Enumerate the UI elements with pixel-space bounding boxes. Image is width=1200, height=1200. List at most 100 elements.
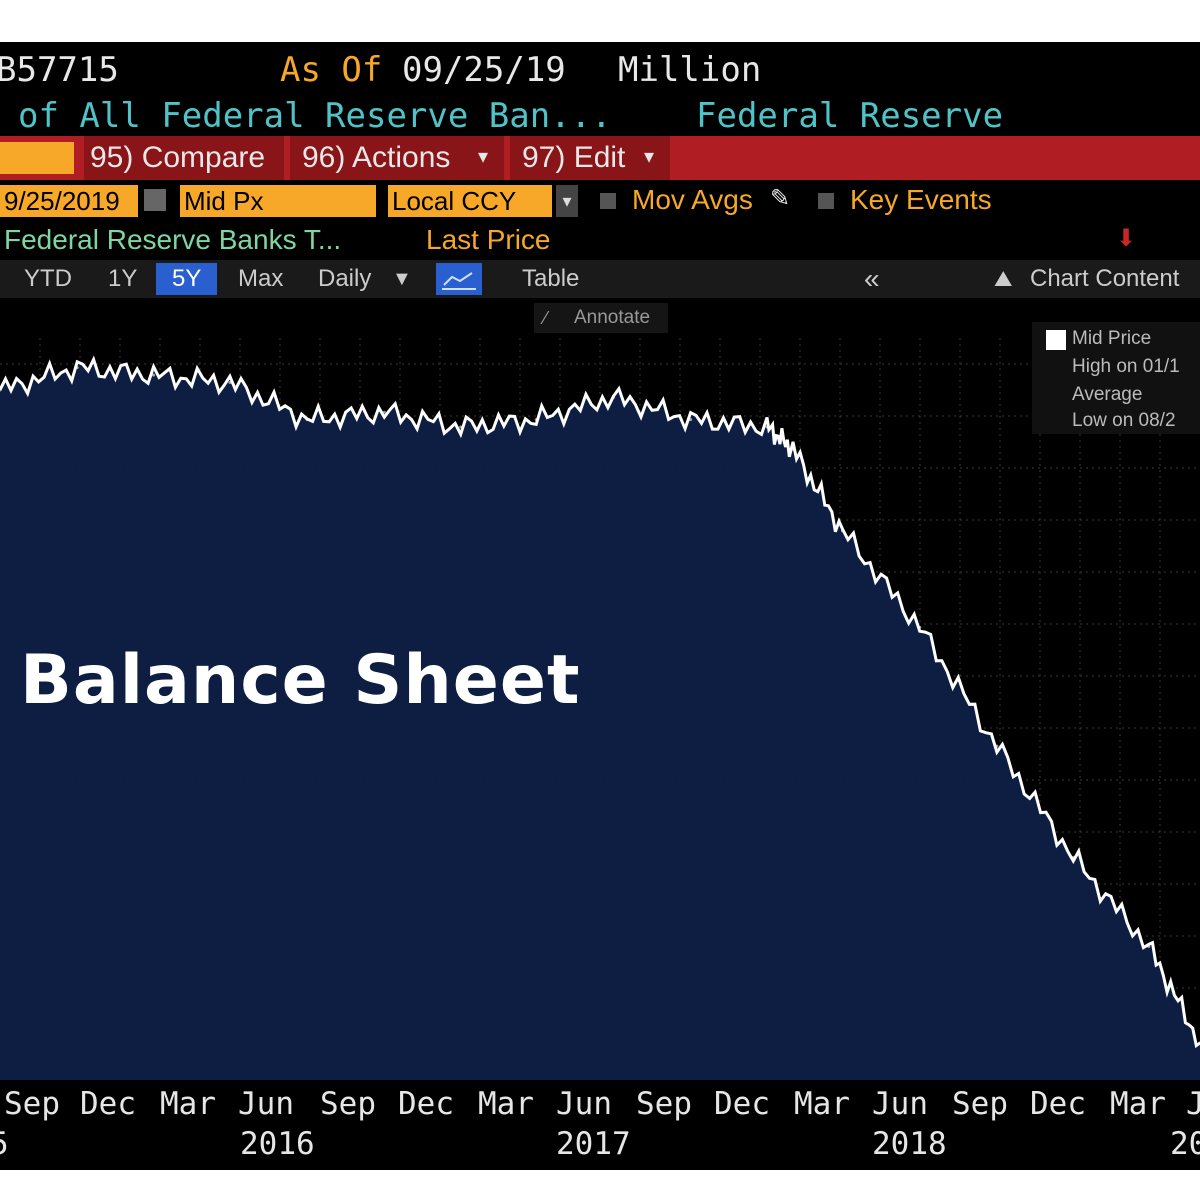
table-button[interactable]: Table <box>522 265 580 292</box>
legend-item: Average <box>1072 384 1143 405</box>
data-point <box>765 425 769 429</box>
data-point <box>1147 944 1151 948</box>
price-type-field[interactable]: Mid Px <box>180 185 376 217</box>
command-box[interactable] <box>0 142 74 174</box>
field-name[interactable]: Last Price <box>426 224 551 255</box>
x-tick-label: Sep <box>636 1086 692 1122</box>
x-tick-label: Jun <box>556 1086 612 1122</box>
mov-avgs-label: Mov Avgs <box>632 184 753 215</box>
chart-area: ⁄ Annotate Mid Price High on 01/1 Averag… <box>0 298 1200 1170</box>
compare-button[interactable]: 95) Compare <box>84 136 284 180</box>
chart-svg <box>0 338 1200 1170</box>
bloomberg-terminal: B57715 As Of 09/25/19 Million of All Fed… <box>0 42 1200 1170</box>
legend-swatch <box>1046 330 1066 350</box>
x-tick-label: Jun <box>238 1086 294 1122</box>
series-line <box>0 355 1200 1049</box>
ticker: B57715 <box>0 50 119 90</box>
x-axis-band <box>0 1080 1200 1170</box>
x-tick-label: Mar <box>160 1086 216 1122</box>
data-point <box>995 744 999 748</box>
currency-field[interactable]: Local CCY <box>388 185 552 217</box>
chevron-down-icon: ▾ <box>644 146 655 168</box>
tab-5y[interactable]: 5Y <box>156 263 218 295</box>
data-point <box>689 418 693 422</box>
x-tick-label: Mar <box>794 1086 850 1122</box>
actions-label: 96) Actions <box>302 141 451 174</box>
as-of-label: As Of <box>280 50 383 90</box>
compare-label: 95) Compare <box>90 141 266 174</box>
title-row: of All Federal Reserve Ban... Federal Re… <box>0 92 1200 136</box>
date-field[interactable]: 9/25/2019 <box>0 185 138 217</box>
x-tick-label: Dec <box>714 1086 770 1122</box>
data-point <box>75 366 79 370</box>
data-point <box>0 388 2 392</box>
actions-button[interactable]: 96) Actions ▾ <box>290 136 504 180</box>
data-point <box>534 418 538 422</box>
data-point <box>382 410 386 414</box>
marker-icon: ⬇ <box>1116 225 1137 252</box>
x-tick-label: Dec <box>398 1086 454 1122</box>
menu-bar: 95) Compare 96) Actions ▾ 97) Edit ▾ <box>0 136 1200 180</box>
chevron-down-icon[interactable]: ▼ <box>392 268 412 290</box>
data-point <box>305 418 309 422</box>
controls-row: 9/25/2019 Mid Px Local CCY ▾ Mov Avgs ✎ … <box>0 180 1200 222</box>
series-full-name: of All Federal Reserve Ban... <box>18 96 612 136</box>
legend-item: High on 01/1 <box>1072 356 1180 377</box>
frequency-select[interactable]: Daily <box>318 265 372 292</box>
data-point <box>152 373 156 377</box>
calendar-icon[interactable] <box>144 189 166 211</box>
tab-1y[interactable]: 1Y <box>108 265 138 292</box>
area-fill <box>0 359 1200 1080</box>
chart-content-button[interactable]: Chart Content <box>1030 265 1180 292</box>
chart-content-icon[interactable]: ⛰ <box>994 266 1013 291</box>
chart-legend: Mid Price High on 01/1 Average Low on 08… <box>1032 322 1200 434</box>
mov-avgs-checkbox[interactable] <box>600 193 616 209</box>
x-tick-label: Sep <box>4 1086 60 1122</box>
data-point <box>791 447 795 451</box>
annotate-button[interactable]: ⁄ Annotate <box>534 303 668 333</box>
units-label: Million <box>618 50 762 90</box>
as-of-date: 09/25/19 <box>402 50 566 90</box>
collapse-icon[interactable]: « <box>864 263 880 294</box>
line-chart-icon[interactable] <box>436 263 482 295</box>
x-tick-label: Jun <box>872 1086 928 1122</box>
data-point <box>611 395 615 399</box>
series-row: Federal Reserve Banks T... Last Price ⬇ <box>0 222 1200 260</box>
overlay-title: Balance Sheet <box>20 641 581 720</box>
x-tick-label: Sep <box>952 1086 1008 1122</box>
tab-ytd[interactable]: YTD <box>24 265 72 292</box>
key-events-label: Key Events <box>850 184 992 215</box>
x-tick-label: Dec <box>80 1086 136 1122</box>
currency-dropdown-icon[interactable]: ▾ <box>556 185 578 217</box>
series-name[interactable]: Federal Reserve Banks T... <box>4 224 342 255</box>
legend-item: Mid Price <box>1072 328 1152 349</box>
legend-item: Low on 08/2 <box>1072 410 1176 431</box>
edit-label: 97) Edit <box>522 141 626 174</box>
data-point <box>459 425 463 429</box>
x-axis: Sep Dec Mar Jun Sep Dec Mar Jun Sep Dec Mar Jun Sep D… <box>0 1080 1200 1170</box>
x-year-label: 2017 <box>556 1126 631 1162</box>
x-tick-label: Mar <box>1110 1086 1166 1122</box>
pencil-icon[interactable]: ✎ <box>770 185 791 212</box>
edit-button[interactable]: 97) Edit ▾ <box>510 136 670 180</box>
x-tick-label: Mar <box>478 1086 534 1122</box>
x-tick-label: Dec <box>1030 1086 1086 1122</box>
x-year-label: 5 <box>0 1126 9 1162</box>
data-point <box>1071 855 1075 859</box>
x-tick-label: Sep <box>320 1086 376 1122</box>
chevron-down-icon: ▾ <box>478 146 489 168</box>
tab-max[interactable]: Max <box>238 265 284 292</box>
x-year-label: 20 <box>1170 1126 1200 1162</box>
x-tick-label: J <box>1186 1086 1200 1122</box>
key-events-checkbox[interactable] <box>818 193 834 209</box>
data-point <box>228 381 232 385</box>
source-name: Federal Reserve <box>696 96 1004 136</box>
data-point <box>841 529 845 533</box>
header-row: B57715 As Of 09/25/19 Million <box>0 42 1200 92</box>
x-year-label: 2018 <box>872 1126 947 1162</box>
x-year-label: 2016 <box>240 1126 315 1162</box>
data-point <box>918 625 922 629</box>
pencil-icon: ⁄ <box>544 308 548 328</box>
annotate-label: Annotate <box>574 307 651 328</box>
chart-toolbar: YTD 1Y 5Y Max Daily ▼ Table « ⛰ Chart Co… <box>0 260 1200 298</box>
